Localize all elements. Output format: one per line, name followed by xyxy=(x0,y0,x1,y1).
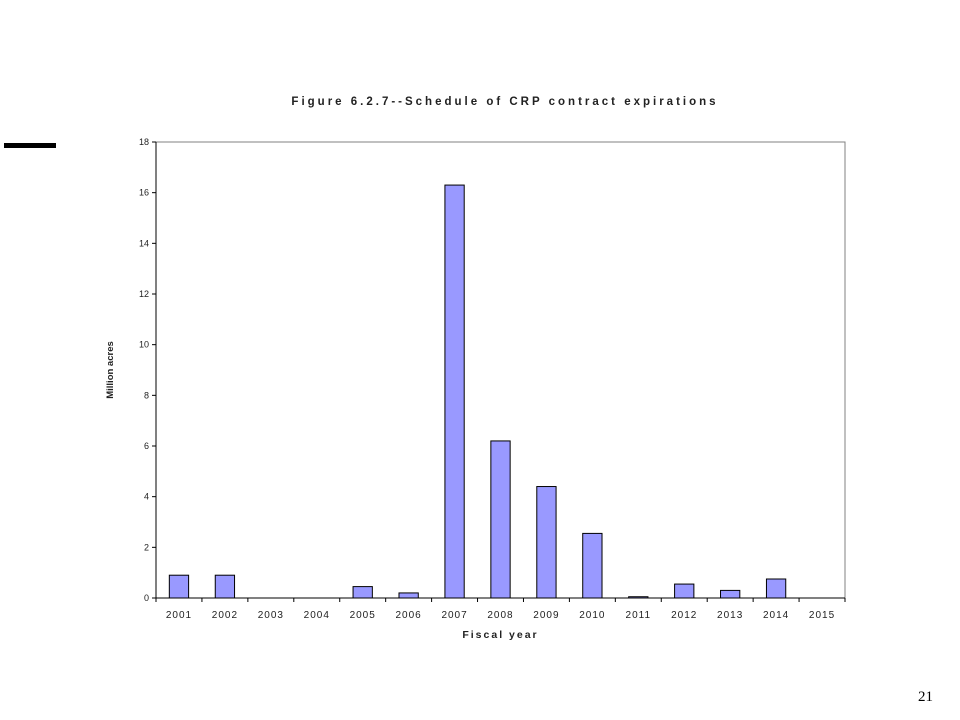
x-tick-label: 2002 xyxy=(212,610,238,621)
y-tick-label: 16 xyxy=(139,188,149,198)
x-tick-label: 2004 xyxy=(304,610,330,621)
bars-group xyxy=(168,184,787,599)
y-axis: 0 2 4 6 8 10 12 14 16 18 xyxy=(139,137,157,603)
x-tick-label: 2014 xyxy=(763,610,789,621)
x-tick-label: 2008 xyxy=(487,610,513,621)
bar-2008 xyxy=(490,440,511,599)
y-axis-title: Million acres xyxy=(105,341,116,399)
x-axis: 2001 2002 2003 2004 2005 2006 2007 2008 2009 2010… xyxy=(155,597,846,621)
chart-title: Figure 6.2.7--Schedule of CRP contract e… xyxy=(291,96,719,108)
bar-2002 xyxy=(214,574,236,599)
y-tick-label: 10 xyxy=(139,340,149,350)
x-tick-label: 2006 xyxy=(396,610,422,621)
x-tick-label: 2007 xyxy=(441,610,467,621)
x-tick-label: 2003 xyxy=(258,610,284,621)
bar-2013 xyxy=(720,589,741,599)
y-tick-label: 12 xyxy=(139,289,149,299)
decorative-rule xyxy=(4,143,56,148)
bar-2001 xyxy=(168,574,190,599)
bar-2010 xyxy=(582,532,603,599)
x-tick-label: 2011 xyxy=(626,610,652,621)
x-tick-label: 2010 xyxy=(579,610,605,621)
bar-2009 xyxy=(536,486,557,599)
bar-2012 xyxy=(674,583,695,599)
y-tick-label: 18 xyxy=(139,137,149,147)
bar-2005 xyxy=(352,586,373,599)
x-tick-label: 2009 xyxy=(533,610,559,621)
y-tick-label: 2 xyxy=(144,542,149,552)
x-tick-label: 2001 xyxy=(166,610,192,621)
x-tick-label: 2012 xyxy=(671,610,697,621)
bar-2011 xyxy=(628,596,649,599)
y-tick-label: 6 xyxy=(144,441,149,451)
y-tick-label: 8 xyxy=(144,390,149,400)
page-number: 21 xyxy=(918,689,933,705)
y-tick-label: 0 xyxy=(144,593,149,603)
x-tick-label: 2013 xyxy=(717,610,743,621)
y-tick-label: 4 xyxy=(144,492,149,502)
x-tick-label: 2005 xyxy=(350,610,376,621)
bar-2014 xyxy=(765,578,787,599)
x-axis-title: Fiscal year xyxy=(462,629,538,641)
bar-2006 xyxy=(398,592,419,599)
bar-2007 xyxy=(444,184,465,599)
y-tick-label: 14 xyxy=(139,238,149,248)
x-tick-label: 2015 xyxy=(809,610,835,621)
